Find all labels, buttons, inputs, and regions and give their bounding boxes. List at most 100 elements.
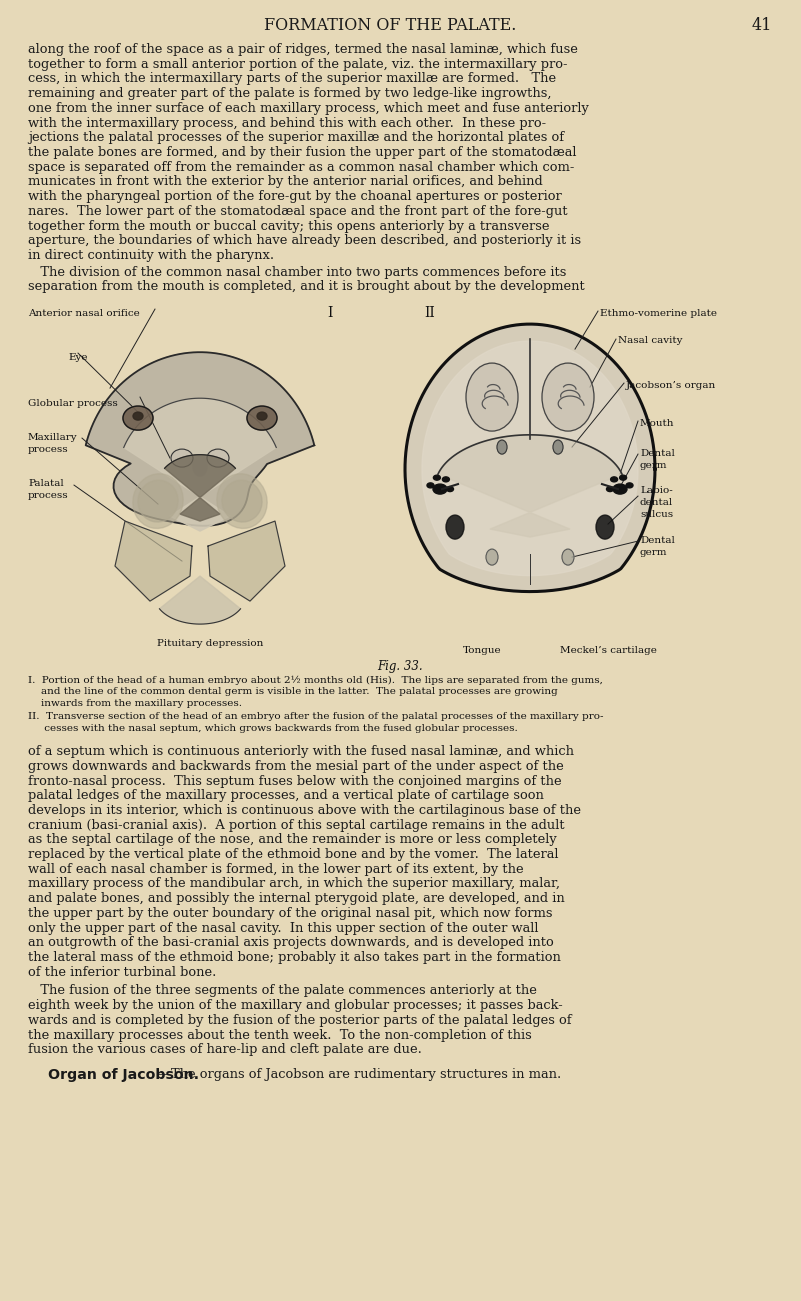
Text: an outgrowth of the basi-cranial axis projects downwards, and is developed into: an outgrowth of the basi-cranial axis pr… (28, 937, 553, 950)
Ellipse shape (613, 484, 627, 494)
Ellipse shape (466, 363, 518, 431)
Polygon shape (86, 353, 314, 526)
Ellipse shape (133, 474, 183, 528)
Polygon shape (405, 324, 655, 592)
Text: 41: 41 (751, 17, 772, 34)
Polygon shape (159, 576, 240, 624)
Text: the lateral mass of the ethmoid bone; probably it also takes part in the formati: the lateral mass of the ethmoid bone; pr… (28, 951, 561, 964)
Ellipse shape (123, 406, 153, 431)
Polygon shape (115, 522, 192, 601)
Text: Palatal: Palatal (28, 479, 64, 488)
Text: cranium (basi-cranial axis).  A portion of this septal cartilage remains in the : cranium (basi-cranial axis). A portion o… (28, 818, 565, 831)
Text: Nasal cavity: Nasal cavity (618, 336, 682, 345)
Text: sulcus: sulcus (640, 510, 673, 519)
Text: maxillary process of the mandibular arch, in which the superior maxillary, malar: maxillary process of the mandibular arch… (28, 877, 560, 890)
Text: II: II (425, 306, 436, 320)
Text: cess, in which the intermaxillary parts of the superior maxillæ are formed.   Th: cess, in which the intermaxillary parts … (28, 73, 556, 86)
Text: grows downwards and backwards from the mesial part of the under aspect of the: grows downwards and backwards from the m… (28, 760, 564, 773)
Polygon shape (124, 398, 276, 531)
Text: and the line of the common dental germ is visible in the latter.  The palatal pr: and the line of the common dental germ i… (28, 687, 557, 696)
Ellipse shape (247, 406, 277, 431)
Text: Ethmo-vomerine plate: Ethmo-vomerine plate (600, 310, 717, 317)
Text: municates in front with the exterior by the anterior narial orifices, and behind: municates in front with the exterior by … (28, 176, 543, 189)
Ellipse shape (207, 449, 229, 467)
Ellipse shape (446, 487, 453, 492)
Text: Maxillary: Maxillary (28, 433, 78, 442)
Ellipse shape (610, 477, 618, 481)
Text: with the intermaxillary process, and behind this with each other.  In these pro-: with the intermaxillary process, and beh… (28, 117, 546, 130)
Text: Eye: Eye (68, 353, 87, 362)
Text: jections the palatal processes of the superior maxillæ and the horizontal plates: jections the palatal processes of the su… (28, 131, 564, 144)
Text: process: process (28, 490, 69, 500)
Ellipse shape (446, 515, 464, 539)
Text: only the upper part of the nasal cavity.  In this upper section of the outer wal: only the upper part of the nasal cavity.… (28, 921, 538, 934)
Text: I.  Portion of the head of a human embryo about 2½ months old (His).  The lips a: I. Portion of the head of a human embryo… (28, 677, 603, 686)
Text: with the pharyngeal portion of the fore-gut by the choanal apertures or posterio: with the pharyngeal portion of the fore-… (28, 190, 562, 203)
Text: of a septum which is continuous anteriorly with the fused nasal laminæ, and whic: of a septum which is continuous anterior… (28, 745, 574, 758)
Text: together to form a small anterior portion of the palate, viz. the intermaxillary: together to form a small anterior portio… (28, 57, 567, 70)
Ellipse shape (442, 477, 449, 481)
Text: fronto-nasal process.  This septum fuses below with the conjoined margins of the: fronto-nasal process. This septum fuses … (28, 774, 562, 787)
Ellipse shape (193, 457, 207, 476)
Text: Anterior nasal orifice: Anterior nasal orifice (28, 310, 139, 317)
Text: germ: germ (640, 461, 667, 470)
Text: FORMATION OF THE PALATE.: FORMATION OF THE PALATE. (264, 17, 516, 34)
Text: palatal ledges of the maxillary processes, and a vertical plate of cartilage soo: palatal ledges of the maxillary processe… (28, 790, 544, 803)
Text: Meckel’s cartilage: Meckel’s cartilage (560, 647, 657, 656)
Text: wards and is completed by the fusion of the posterior parts of the palatal ledge: wards and is completed by the fusion of … (28, 1013, 572, 1026)
Text: cesses with the nasal septum, which grows backwards from the fused globular proc: cesses with the nasal septum, which grow… (28, 723, 517, 732)
Text: aperture, the boundaries of which have already been described, and posteriorly i: aperture, the boundaries of which have a… (28, 234, 581, 247)
Ellipse shape (486, 549, 498, 565)
Text: replaced by the vertical plate of the ethmoid bone and by the vomer.  The latera: replaced by the vertical plate of the et… (28, 848, 558, 861)
Text: Globular process: Globular process (28, 399, 118, 409)
Ellipse shape (542, 363, 594, 431)
Ellipse shape (596, 515, 614, 539)
Text: nares.  The lower part of the stomatodæal space and the front part of the fore-g: nares. The lower part of the stomatodæal… (28, 204, 568, 217)
Polygon shape (208, 522, 285, 601)
Ellipse shape (620, 475, 626, 480)
Ellipse shape (562, 549, 574, 565)
Polygon shape (164, 454, 235, 522)
Ellipse shape (606, 487, 614, 492)
Text: remaining and greater part of the palate is formed by two ledge-like ingrowths,: remaining and greater part of the palate… (28, 87, 552, 100)
Text: of the inferior turbinal bone.: of the inferior turbinal bone. (28, 965, 216, 978)
Text: Pituitary depression: Pituitary depression (157, 639, 264, 648)
Text: Fig. 33.: Fig. 33. (377, 660, 423, 673)
Text: separation from the mouth is completed, and it is brought about by the developme: separation from the mouth is completed, … (28, 281, 585, 294)
Text: along the roof of the space as a pair of ridges, termed the nasal laminæ, which : along the roof of the space as a pair of… (28, 43, 578, 56)
Text: develops in its interior, which is continuous above with the cartilaginous base : develops in its interior, which is conti… (28, 804, 581, 817)
Text: the palate bones are formed, and by their fusion the upper part of the stomatodæ: the palate bones are formed, and by thei… (28, 146, 577, 159)
Ellipse shape (217, 474, 268, 528)
Text: and palate bones, and possibly the internal pterygoid plate, are developed, and : and palate bones, and possibly the inter… (28, 892, 565, 905)
Text: II.  Transverse section of the head of an embryo after the fusion of the palatal: II. Transverse section of the head of an… (28, 712, 603, 721)
Text: Mouth: Mouth (640, 419, 674, 428)
Ellipse shape (138, 480, 178, 522)
Text: wall of each nasal chamber is formed, in the lower part of its extent, by the: wall of each nasal chamber is formed, in… (28, 863, 524, 876)
Ellipse shape (553, 440, 563, 454)
Text: the maxillary processes about the tenth week.  To the non-completion of this: the maxillary processes about the tenth … (28, 1029, 532, 1042)
Ellipse shape (257, 412, 267, 420)
Ellipse shape (427, 483, 434, 488)
Text: Jacobson’s organ: Jacobson’s organ (626, 381, 716, 390)
Text: space is separated off from the remainder as a common nasal chamber which com-: space is separated off from the remainde… (28, 161, 574, 174)
Ellipse shape (433, 484, 447, 494)
Text: the upper part by the outer boundary of the original nasal pit, which now forms: the upper part by the outer boundary of … (28, 907, 553, 920)
Text: I: I (328, 306, 332, 320)
Text: inwards from the maxillary processes.: inwards from the maxillary processes. (28, 699, 242, 708)
Text: process: process (28, 445, 69, 454)
Ellipse shape (626, 483, 633, 488)
Text: The fusion of the three segments of the palate commences anteriorly at the: The fusion of the three segments of the … (28, 985, 537, 998)
Text: together form the mouth or buccal cavity; this opens anteriorly by a transverse: together form the mouth or buccal cavity… (28, 220, 549, 233)
Ellipse shape (133, 412, 143, 420)
Text: fusion the various cases of hare-lip and cleft palate are due.: fusion the various cases of hare-lip and… (28, 1043, 422, 1056)
Text: —The organs of Jacobson are rudimentary structures in man.: —The organs of Jacobson are rudimentary … (158, 1068, 562, 1081)
Polygon shape (438, 435, 622, 537)
Text: Dental: Dental (640, 536, 675, 545)
Ellipse shape (222, 480, 262, 522)
Text: germ: germ (640, 548, 667, 557)
Ellipse shape (171, 449, 193, 467)
Text: one from the inner surface of each maxillary process, which meet and fuse anteri: one from the inner surface of each maxil… (28, 101, 589, 114)
Text: eighth week by the union of the maxillary and globular processes; it passes back: eighth week by the union of the maxillar… (28, 999, 563, 1012)
Text: dental: dental (640, 498, 674, 507)
Ellipse shape (433, 475, 441, 480)
